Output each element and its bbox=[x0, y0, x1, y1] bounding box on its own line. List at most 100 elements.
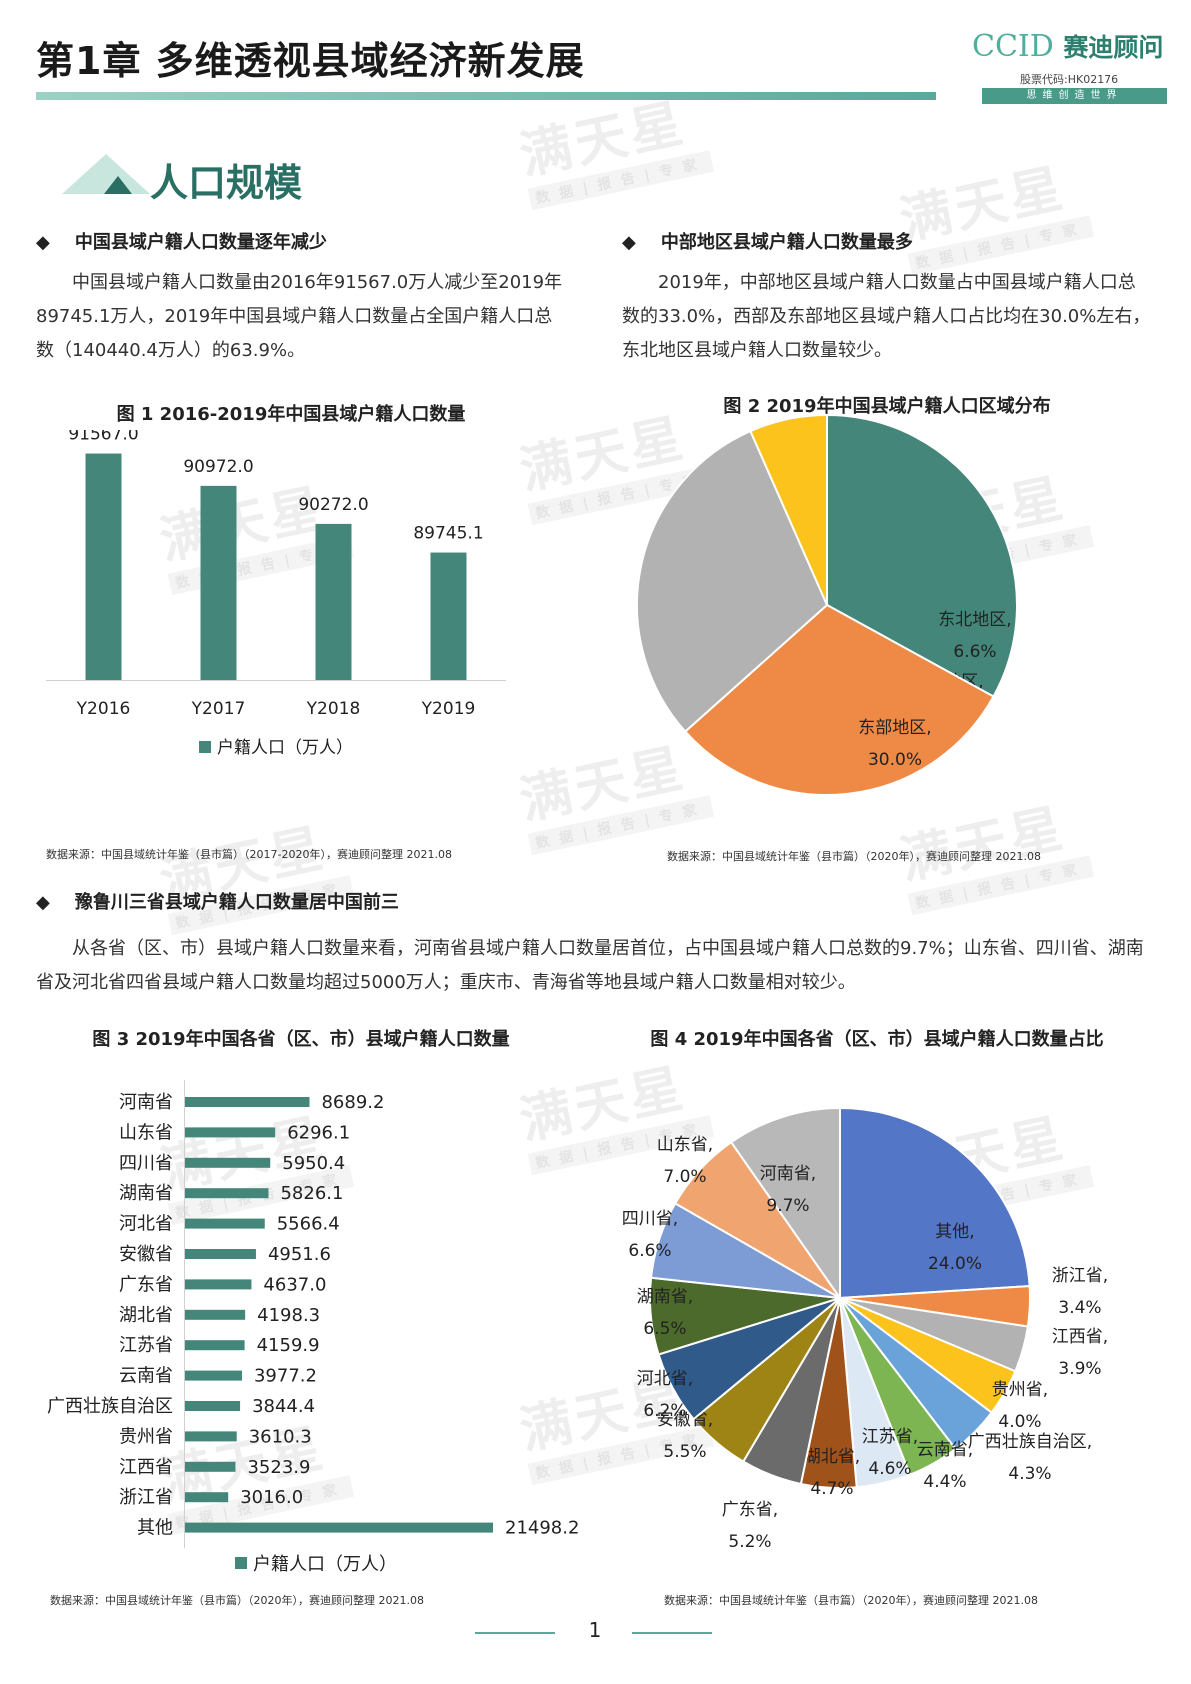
bar bbox=[185, 1218, 265, 1229]
y-tick-label: 浙江省 bbox=[119, 1487, 173, 1508]
slice-label: 广西壮族自治区, bbox=[968, 1432, 1092, 1452]
watermark: 满天星数据|报告|专家 bbox=[892, 142, 1095, 276]
logo-text: CCID bbox=[972, 29, 1054, 64]
chart-population-trend: 91567.0 Y2016 90972.0 Y2017 90272.0 Y2018 8974… bbox=[46, 430, 506, 758]
y-tick-label: 云南省 bbox=[119, 1366, 173, 1387]
bar-value-label: 3610.3 bbox=[249, 1426, 312, 1447]
bar bbox=[185, 1461, 236, 1472]
y-tick-label: 四川省 bbox=[119, 1153, 173, 1174]
chart-province-pie: 其他, 24.0% 浙江省, 3.4% 江西省, 3.9% 贵州省, 4.0%广西壮族自治区,… bbox=[622, 1106, 1108, 1552]
pie-slice bbox=[683, 603, 995, 796]
logo-stock-code: 股票代码:HK02176 bbox=[1020, 73, 1119, 86]
slice-label: 东部地区, bbox=[858, 718, 931, 738]
x-tick-label: Y2018 bbox=[306, 699, 361, 719]
bar-value-label: 8689.2 bbox=[321, 1092, 384, 1113]
slice-label: 云南省, bbox=[917, 1440, 973, 1460]
bar-value-label: 3977.2 bbox=[254, 1366, 317, 1387]
bar bbox=[85, 453, 122, 680]
bar bbox=[430, 552, 467, 680]
y-tick-label: 河南省 bbox=[119, 1092, 173, 1113]
bar-value-label: 90972.0 bbox=[183, 457, 253, 477]
bar bbox=[185, 1492, 229, 1503]
footer-rule-right bbox=[632, 1632, 712, 1634]
slice-label: 江西省, bbox=[1052, 1327, 1108, 1347]
slice-label: 广东省, bbox=[722, 1500, 778, 1520]
bar-value-label: 5826.1 bbox=[280, 1183, 343, 1204]
fig2-source: 数据来源：中国县域统计年鉴（县市篇）（2020年），赛迪顾问整理 2021.08 bbox=[667, 850, 1041, 863]
footer-rule-left bbox=[475, 1632, 555, 1634]
page-number: 1 bbox=[588, 1618, 602, 1642]
pie-slice bbox=[826, 415, 1018, 698]
bar-value-label: 6296.1 bbox=[287, 1122, 350, 1143]
bar bbox=[185, 1340, 245, 1351]
chart-province-bars: 河南省 8689.2 山东省 6296.1 四川省 5950.4 湖南省 5826.1 河北省 5… bbox=[47, 1080, 579, 1575]
slice-label: 其他, bbox=[935, 1222, 974, 1242]
y-tick-label: 江西省 bbox=[119, 1457, 173, 1478]
fig1-source: 数据来源：中国县域统计年鉴（县市篇）（2017-2020年），赛迪顾问整理 20… bbox=[46, 848, 452, 861]
slice-label: 河南省, bbox=[760, 1164, 816, 1184]
bar bbox=[185, 1157, 271, 1168]
diamond-icon: ◆ bbox=[622, 232, 636, 253]
bar-value-label: 5566.4 bbox=[277, 1214, 340, 1235]
paragraph-2: 2019年，中部地区县域户籍人口数量占中国县域户籍人口总数的33.0%，西部及东… bbox=[622, 272, 1151, 361]
bar-value-label: 4951.6 bbox=[268, 1244, 331, 1265]
slice-value-label: 4.6% bbox=[868, 1459, 911, 1479]
slice-label: 河北省, bbox=[637, 1369, 693, 1389]
slice-label: 贵州省, bbox=[992, 1380, 1048, 1400]
fig1-title: 图 1 2016-2019年中国县域户籍人口数量 bbox=[116, 404, 466, 425]
paragraph-1: 中国县域户籍人口数量由2016年91567.0万人减少至2019年89745.1… bbox=[36, 272, 563, 361]
pie-slice bbox=[839, 1106, 1031, 1300]
diamond-icon: ◆ bbox=[36, 232, 50, 253]
slice-value-label: 9.7% bbox=[766, 1196, 809, 1216]
paragraph-3: 从各省（区、市）县域户籍人口数量来看，河南省县域户籍人口数量居首位，占中国县域户… bbox=[36, 938, 1144, 993]
bar bbox=[185, 1401, 241, 1411]
slice-value-label: 7.0% bbox=[663, 1167, 706, 1187]
bullet-heading-3: ◆ 豫鲁川三省县域户籍人口数量居中国前三 bbox=[36, 892, 399, 913]
y-tick-label: 其他 bbox=[137, 1518, 173, 1539]
bar bbox=[185, 1127, 276, 1138]
pie-slice bbox=[636, 429, 829, 733]
pie-slice bbox=[749, 415, 828, 606]
slice-value-label: 30.0% bbox=[868, 750, 922, 770]
chart-region-pie: 中部地区,33.0%西部地区,30.4%东部地区,30.0%东北地区,6.6% bbox=[636, 415, 1018, 796]
bar bbox=[185, 1188, 269, 1199]
chapter-title: 第1章 多维透视县域经济新发展 bbox=[36, 39, 585, 83]
bar-value-label: 5950.4 bbox=[282, 1153, 345, 1174]
x-tick-label: Y2017 bbox=[191, 699, 246, 719]
bar bbox=[185, 1279, 252, 1290]
slice-label: 湖北省, bbox=[804, 1447, 860, 1467]
x-tick-label: Y2019 bbox=[421, 699, 476, 719]
y-tick-label: 贵州省 bbox=[119, 1426, 173, 1447]
bar bbox=[200, 485, 237, 680]
logo-brand: 赛迪顾问 bbox=[1063, 33, 1164, 62]
bar bbox=[185, 1309, 246, 1320]
slice-value-label: 4.7% bbox=[810, 1479, 853, 1499]
bar-value-label: 91567.0 bbox=[68, 430, 138, 445]
slice-value-label: 5.2% bbox=[728, 1532, 771, 1552]
y-tick-label: 湖南省 bbox=[119, 1183, 173, 1204]
slice-value-label: 6.5% bbox=[643, 1319, 686, 1339]
watermark: 满天星数据|报告|专家 bbox=[152, 802, 355, 936]
bar bbox=[185, 1522, 493, 1533]
pie-slice bbox=[729, 1106, 841, 1302]
slice-label: 四川省, bbox=[622, 1209, 678, 1229]
y-tick-label: 安徽省 bbox=[119, 1244, 173, 1265]
slice-value-label: 3.4% bbox=[1058, 1298, 1101, 1318]
bar-value-label: 3016.0 bbox=[240, 1487, 303, 1508]
bar-value-label: 4159.9 bbox=[257, 1335, 320, 1356]
bar bbox=[185, 1431, 237, 1442]
x-tick-label: Y2016 bbox=[76, 699, 131, 719]
legend-swatch bbox=[199, 741, 211, 753]
bar bbox=[315, 523, 352, 680]
fig4-source: 数据来源：中国县域统计年鉴（县市篇）（2020年），赛迪顾问整理 2021.08 bbox=[664, 1594, 1038, 1607]
bar bbox=[185, 1370, 242, 1381]
slice-label: 湖南省, bbox=[637, 1287, 693, 1307]
legend-label: 户籍人口（万人） bbox=[217, 738, 353, 758]
bullet-heading-2: ◆ 中部地区县域户籍人口数量最多 bbox=[622, 232, 913, 253]
section-title: 人口规模 bbox=[150, 161, 303, 205]
logo-slogan: 思维创造世界 bbox=[982, 88, 1167, 104]
legend-swatch bbox=[235, 1557, 247, 1569]
slice-value-label: 6.6% bbox=[628, 1241, 671, 1261]
y-tick-label: 山东省 bbox=[119, 1122, 173, 1143]
company-logo: CCID 赛迪顾问 股票代码:HK02176 思维创造世界 bbox=[972, 28, 1167, 104]
